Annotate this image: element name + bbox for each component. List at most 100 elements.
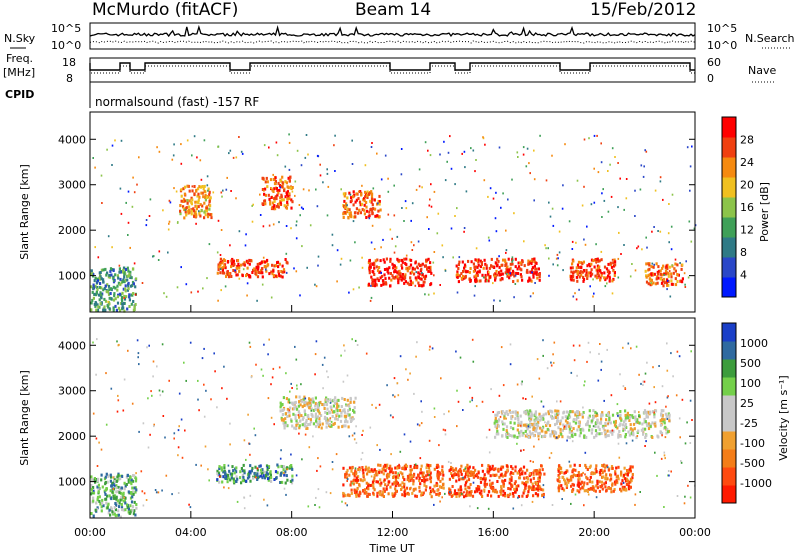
heat-cell <box>109 473 112 477</box>
heat-cell <box>647 424 650 428</box>
heat-cell <box>604 422 607 425</box>
heat-cell <box>279 186 281 189</box>
heat-cell <box>409 271 412 275</box>
heat-cell <box>295 224 298 227</box>
heat-cell <box>604 433 607 437</box>
heat-cell <box>527 436 530 439</box>
heat-cell <box>670 225 673 228</box>
heat-cell <box>115 484 118 488</box>
heat-cell <box>371 480 375 484</box>
heat-cell <box>576 374 578 377</box>
heat-cell <box>442 482 445 486</box>
heat-cell <box>98 285 101 289</box>
heat-cell <box>411 249 414 251</box>
heat-cell <box>603 469 606 473</box>
heat-cell <box>220 191 223 194</box>
heat-cell <box>318 401 321 405</box>
heat-cell <box>280 195 283 199</box>
heat-cell <box>358 209 361 213</box>
heat-cell <box>276 189 279 192</box>
heat-cell <box>601 475 604 479</box>
heat-cell <box>656 275 659 279</box>
heat-cell <box>373 248 376 250</box>
heat-cell <box>377 279 380 282</box>
heat-cell <box>606 270 609 274</box>
heat-cell <box>286 424 289 428</box>
heat-cell <box>667 274 670 278</box>
y-tick-label: 3000 <box>58 179 86 192</box>
heat-cell <box>492 486 495 490</box>
heat-cell <box>350 488 353 492</box>
heat-cell <box>433 292 435 295</box>
heat-cell <box>577 260 581 264</box>
heat-cell <box>417 262 420 266</box>
heat-cell <box>544 244 546 247</box>
heat-cell <box>263 144 266 147</box>
heat-cell <box>230 275 233 278</box>
heat-cell <box>610 265 614 269</box>
heat-cell <box>200 178 203 181</box>
heat-cell <box>600 417 603 421</box>
heat-cell <box>364 164 367 167</box>
heat-cell <box>157 491 160 494</box>
heat-cell <box>572 274 575 278</box>
heat-cell <box>281 175 284 179</box>
heat-cell <box>556 419 559 423</box>
heat-cell <box>520 467 523 471</box>
heat-cell <box>98 271 101 275</box>
heat-cell <box>570 274 573 278</box>
heat-cell <box>384 281 387 285</box>
heat-cell <box>475 258 478 262</box>
heat-cell <box>576 179 579 182</box>
heat-cell <box>347 425 350 429</box>
heat-cell <box>442 486 445 490</box>
heat-cell <box>188 205 191 209</box>
heat-cell <box>290 206 293 210</box>
heat-cell <box>600 272 603 275</box>
heat-cell <box>552 224 555 227</box>
heat-cell <box>94 508 97 512</box>
heat-cell <box>455 479 458 483</box>
time-x-ticks: 00:00 04:00 08:00 12:00 16:00 20:00 00:00 <box>74 305 711 539</box>
heat-cell <box>238 230 241 233</box>
heat-cell <box>463 227 466 229</box>
heat-cell <box>90 487 94 491</box>
heat-cell <box>134 293 137 296</box>
heat-cell <box>158 250 161 253</box>
heat-cell <box>129 276 132 279</box>
heat-cell <box>549 215 552 218</box>
heat-cell <box>561 207 564 210</box>
heat-cell <box>296 407 299 411</box>
heat-cell <box>179 204 182 208</box>
heat-cell <box>307 418 310 420</box>
heat-cell <box>484 273 487 277</box>
heat-cell <box>511 434 514 438</box>
heat-cell <box>119 187 122 190</box>
heat-cell <box>376 258 379 262</box>
heat-cell <box>494 261 497 265</box>
heat-cell <box>537 477 540 481</box>
heat-cell <box>426 473 429 477</box>
heat-cell <box>256 467 259 470</box>
heat-cell <box>410 468 413 472</box>
heat-cell <box>663 281 666 285</box>
heat-cell <box>384 464 387 467</box>
heat-cell <box>92 478 95 482</box>
heat-cell <box>550 361 552 364</box>
heat-cell <box>532 275 535 279</box>
heat-cell <box>356 480 359 484</box>
heat-cell <box>499 415 502 418</box>
heat-cell <box>689 189 691 192</box>
heat-cell <box>260 368 263 371</box>
heat-cell <box>537 438 540 441</box>
heat-cell <box>360 193 363 197</box>
heat-cell <box>248 341 251 344</box>
heat-cell <box>418 489 421 493</box>
heat-cell <box>562 475 565 479</box>
heat-cell <box>484 484 487 488</box>
heat-cell <box>400 488 403 491</box>
heat-cell <box>518 476 521 480</box>
heat-cell <box>517 265 521 269</box>
heat-cell <box>310 412 313 416</box>
heat-cell <box>133 500 136 504</box>
